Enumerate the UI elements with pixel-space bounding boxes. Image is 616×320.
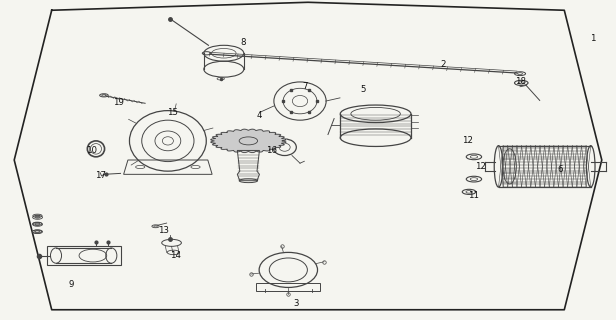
- Text: 1: 1: [590, 35, 595, 44]
- Text: 11: 11: [468, 190, 479, 200]
- Text: 12: 12: [474, 162, 485, 171]
- Polygon shape: [211, 129, 286, 153]
- Text: 5: 5: [360, 85, 366, 94]
- Text: 13: 13: [158, 226, 169, 235]
- Text: 4: 4: [256, 111, 262, 120]
- Text: 2: 2: [440, 60, 446, 69]
- Text: 10: 10: [86, 146, 97, 155]
- Text: 8: 8: [241, 38, 246, 47]
- Text: 17: 17: [95, 172, 107, 180]
- Text: 14: 14: [171, 251, 181, 260]
- Text: 18: 18: [514, 77, 525, 86]
- Text: 9: 9: [69, 280, 74, 289]
- Text: 6: 6: [557, 165, 563, 174]
- Text: 3: 3: [293, 299, 299, 308]
- Text: 15: 15: [168, 108, 178, 117]
- Bar: [47, 246, 121, 265]
- Text: 12: 12: [462, 136, 473, 145]
- Text: 7: 7: [302, 82, 307, 91]
- Text: 16: 16: [265, 146, 277, 155]
- Text: 19: 19: [113, 98, 124, 107]
- Bar: [256, 283, 320, 291]
